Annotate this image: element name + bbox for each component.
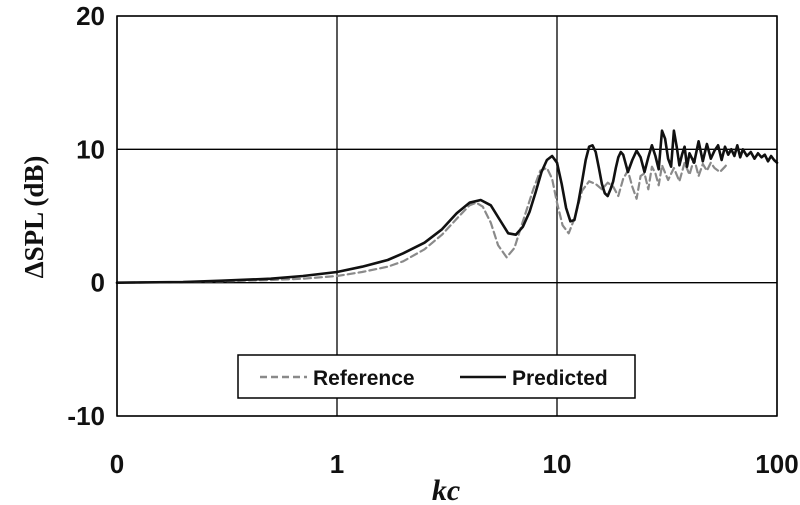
y-tick-label: 0 [91,268,105,298]
y-tick-label: -10 [67,401,105,431]
x-axis-title: kc [432,474,460,505]
legend: Reference Predicted [237,354,636,399]
series-line-predicted [115,129,779,285]
plot-frame [116,15,778,417]
y-axis-title: ΔSPL (dB) [19,156,49,279]
x-tick-label: 0 [110,449,124,479]
y-tick-label: 20 [76,1,105,31]
legend-label-reference: Reference [313,367,415,390]
series-layer [115,129,779,285]
x-tick-label: 10 [543,449,572,479]
x-tick-label: 100 [755,449,798,479]
y-tick-label: 10 [76,134,105,164]
x-tick-label: 1 [330,449,344,479]
legend-label-predicted: Predicted [512,367,608,390]
series-line-reference [115,157,730,284]
